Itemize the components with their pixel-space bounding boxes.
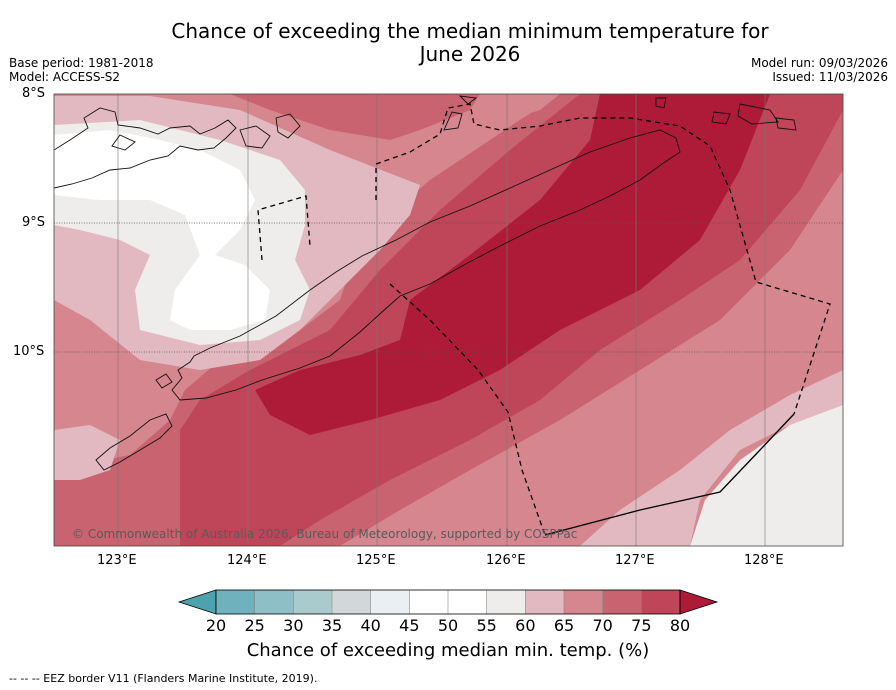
- band-70-75-north: [230, 94, 480, 140]
- eez-solid-border: [544, 413, 795, 536]
- colorbar-segment-75-80: [641, 590, 681, 614]
- colorbar-tick-label: 20: [205, 616, 227, 635]
- map-title: Chance of exceeding the median minimum t…: [150, 20, 790, 66]
- colorbar-label: Chance of exceeding median min. temp. (%…: [246, 640, 650, 661]
- band-55-60-south: [690, 405, 843, 546]
- lon-label-128e: 128°E: [744, 553, 784, 568]
- band-60-65-south: [580, 370, 843, 546]
- title-line-2: June 2026: [419, 42, 521, 66]
- colorbar-tick-label: 35: [321, 616, 343, 635]
- colorbar-tick-label: 50: [437, 616, 459, 635]
- lat-label-9s: 9°S: [22, 215, 46, 230]
- lon-label-125e: 125°E: [356, 553, 396, 568]
- model-run: Model run: 09/03/2026: [750, 56, 888, 70]
- colorbar-extend-high: [679, 589, 719, 615]
- colorbar-tick-label: 70: [592, 616, 613, 635]
- map-frame: [53, 93, 844, 547]
- colorbar-segment-25-30: [254, 590, 294, 614]
- colorbar-tick-label: 60: [515, 616, 536, 635]
- band-50-55: [54, 130, 270, 330]
- lon-label-127e: 127°E: [615, 553, 655, 568]
- colorbar: [177, 589, 719, 615]
- colorbar-tick-label: 25: [244, 616, 265, 635]
- lat-gridlines: [54, 222, 843, 353]
- lat-label-8s: 8°S: [22, 86, 46, 101]
- colorbar-segment-40-45: [370, 590, 410, 614]
- colorbar-tick-label: 65: [553, 616, 575, 635]
- lat-label-10s: 10°S: [13, 344, 45, 359]
- lon-label-123e: 123°E: [97, 553, 137, 568]
- colorbar-segment-35-40: [332, 590, 372, 614]
- probability-field: [54, 94, 843, 546]
- colorbar-tick-label: 75: [631, 616, 652, 635]
- colorbar-tick-label: 55: [476, 616, 497, 635]
- colorbar-extend-low: [177, 589, 217, 615]
- colorbar-segment-65-70: [564, 590, 604, 614]
- colorbar-frame: [215, 589, 681, 615]
- colorbar-tick-label: 40: [360, 616, 381, 635]
- title-line-1: Chance of exceeding the median minimum t…: [171, 19, 769, 43]
- meta-left: Base period: 1981-2018 Model: ACCESS-S2: [9, 56, 154, 84]
- issued-date: Issued: 11/03/2026: [772, 70, 888, 84]
- colorbar-segment-60-65: [525, 590, 565, 614]
- base-period: Base period: 1981-2018: [9, 56, 154, 70]
- colorbar-tick-label: 80: [669, 616, 691, 635]
- meta-right: Model run: 09/03/2026 Issued: 11/03/2026: [751, 56, 888, 84]
- eez-footer-note: -- -- -- EEZ border V11 (Flanders Marine…: [9, 672, 318, 685]
- colorbar-segment-45-50: [409, 590, 449, 614]
- colorbar-segment-20-25: [216, 590, 256, 614]
- coastlines: [54, 95, 797, 471]
- colorbar-tick-label: 30: [283, 616, 304, 635]
- copyright-notice: © Commonwealth of Australia 2026, Bureau…: [72, 527, 578, 541]
- colorbar-segment-70-75: [602, 590, 642, 614]
- lon-label-126e: 126°E: [486, 553, 526, 568]
- colorbar-segment-55-60: [486, 590, 526, 614]
- colorbar-segment-50-55: [448, 590, 488, 614]
- eez-borders: [257, 103, 831, 536]
- colorbar-segment-30-35: [293, 590, 333, 614]
- lon-label-124e: 124°E: [227, 553, 267, 568]
- band-60-65-southwest: [54, 425, 120, 480]
- colorbar-tick-label: 45: [399, 616, 420, 635]
- model-name: Model: ACCESS-S2: [9, 70, 121, 84]
